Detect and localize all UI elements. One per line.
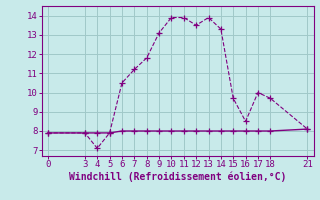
X-axis label: Windchill (Refroidissement éolien,°C): Windchill (Refroidissement éolien,°C) <box>69 172 286 182</box>
